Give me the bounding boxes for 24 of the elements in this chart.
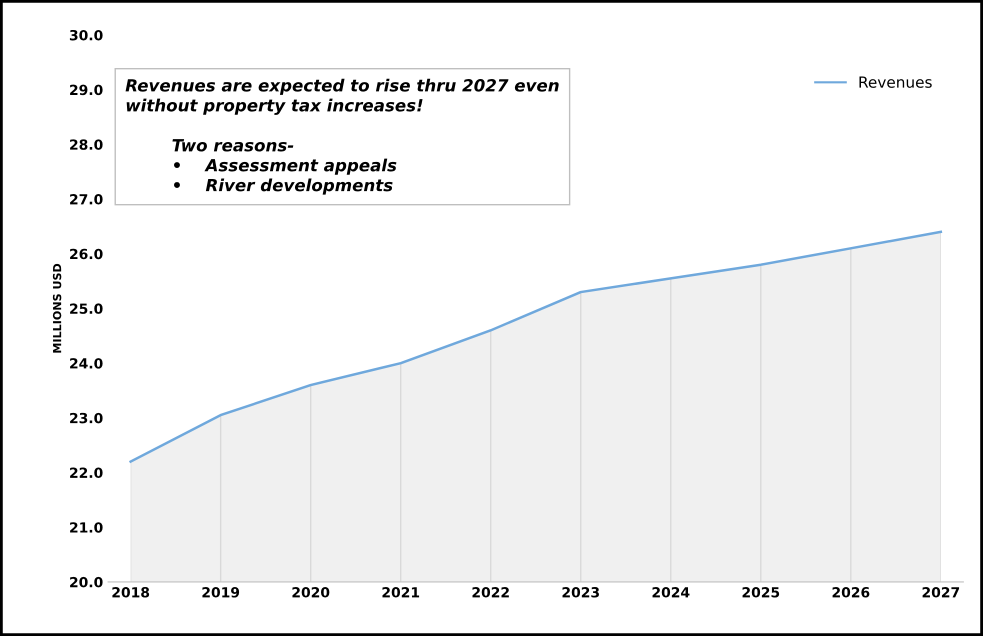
y-tick-label: 30.0: [70, 30, 103, 40]
y-axis-title: MILLIONS USD: [52, 264, 62, 353]
y-tick-label: 24.0: [70, 358, 103, 369]
y-tick-label: 28.0: [70, 139, 103, 150]
legend-label: Revenues: [859, 76, 932, 88]
x-tick-label: 2018: [112, 587, 150, 598]
x-tick-label: 2023: [562, 587, 599, 598]
y-tick-label: 29.0: [70, 84, 103, 96]
y-tick-label: 27.0: [70, 194, 103, 205]
y-tick-label: 26.0: [70, 248, 103, 260]
x-tick-label: 2025: [742, 587, 780, 598]
x-tick-label: 2021: [382, 587, 420, 598]
text: Revenues are expected to rise thru 2027 even without property tax increases! Two reasons- • Assessment appeals • River developments: [126, 78, 559, 195]
x-tick-label: 2024: [652, 587, 690, 598]
y-tick-label: 21.0: [70, 522, 103, 533]
x-tick-label: 2022: [472, 587, 509, 598]
y-tick-label: 20.0: [70, 576, 103, 588]
x-tick-label: 2026: [832, 587, 870, 598]
x-tick-label: 2027: [922, 587, 960, 598]
y-tick-label: 22.0: [70, 468, 103, 478]
y-tick-label: 23.0: [70, 412, 103, 424]
x-tick-label: 2020: [292, 587, 330, 598]
x-tick-label: 2019: [202, 587, 240, 598]
y-tick-label: 25.0: [70, 303, 103, 314]
